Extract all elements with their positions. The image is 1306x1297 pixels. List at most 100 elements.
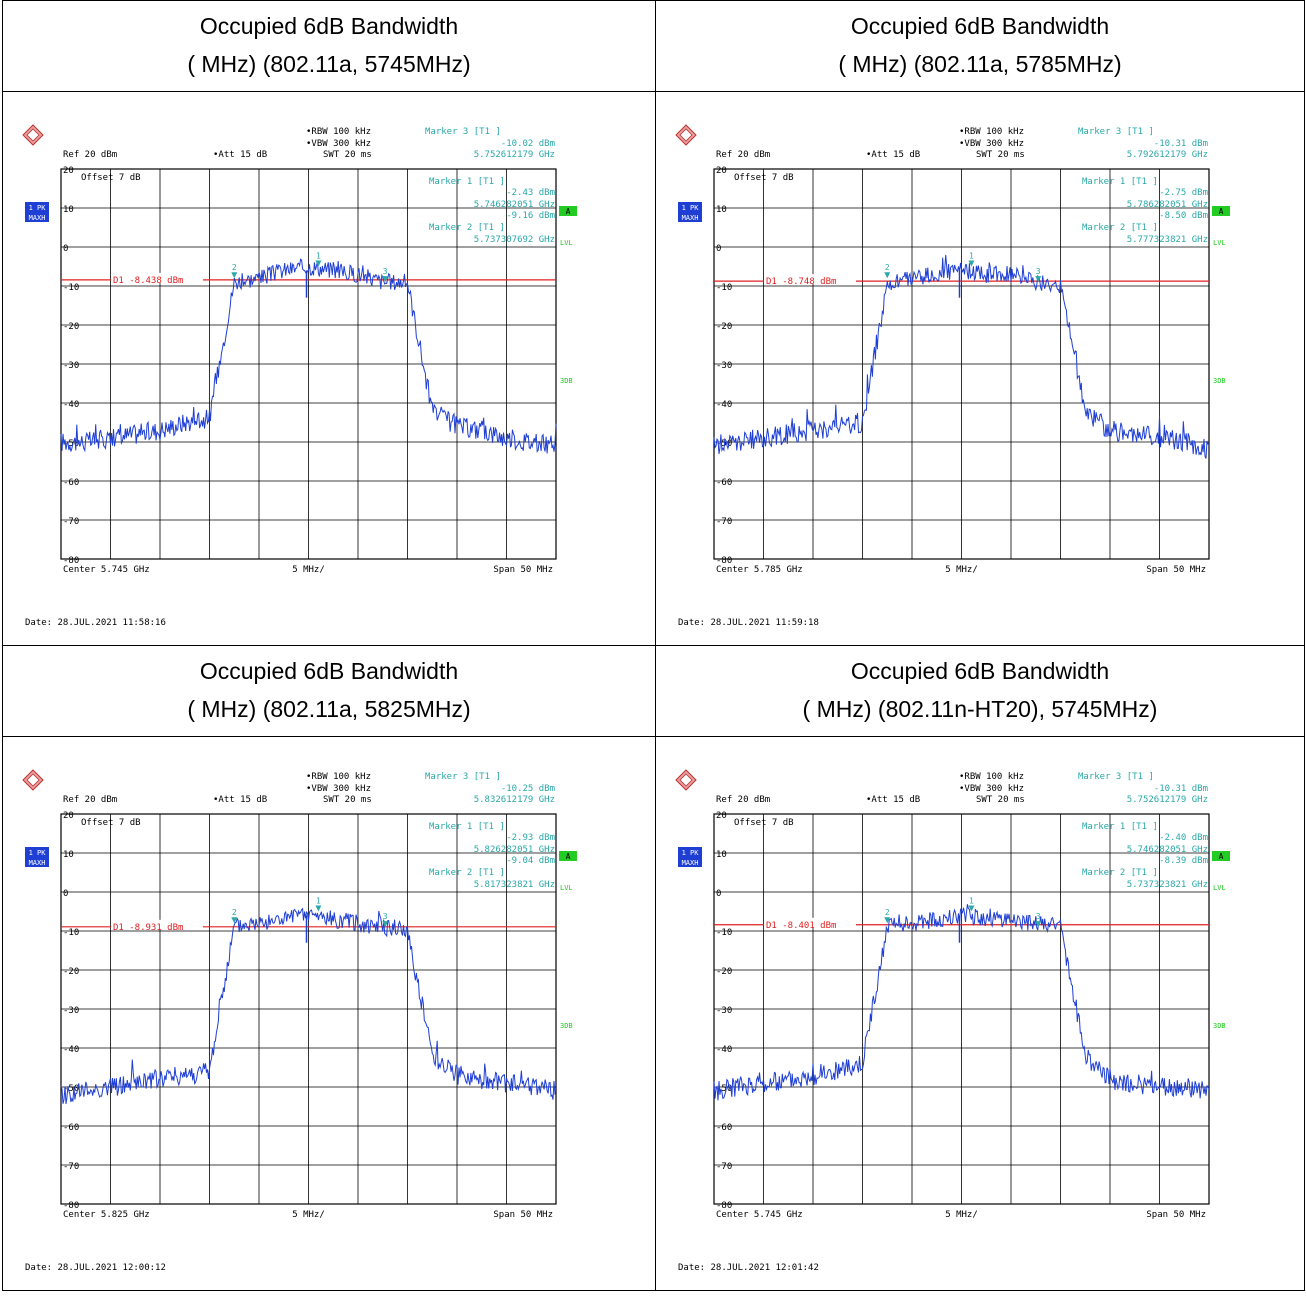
vbw-label: •VBW 300 kHz	[959, 784, 1024, 794]
marker1-label: Marker 1 [T1 ]	[1082, 822, 1158, 832]
attenuation-label: •Att 15 dB	[213, 150, 267, 160]
y-tick-label: -30	[63, 1006, 79, 1016]
rbw-label: •RBW 100 kHz	[959, 772, 1024, 782]
marker1-value: -2.43 dBm	[506, 188, 555, 198]
sweep-time-label: SWT 20 ms	[976, 150, 1025, 160]
trace-a-indicator	[559, 851, 577, 861]
marker3-value: -10.31 dBm	[1154, 139, 1208, 149]
title-line2: ( MHz) (802.11a, 5785MHz)	[838, 51, 1122, 77]
marker2-flag: 2	[231, 908, 238, 924]
marker3-label: Marker 3 [T1 ]	[1078, 772, 1154, 782]
offset-label: Offset 7 dB	[734, 818, 794, 828]
marker2-value: -9.04 dBm	[506, 856, 555, 866]
center-freq-label: Center 5.745 GHz	[63, 565, 150, 575]
marker1-freq: 5.826282051 GHz	[474, 845, 555, 855]
badge-trace-label: 1 PK	[29, 204, 47, 212]
rbw-label: •RBW 100 kHz	[306, 127, 371, 137]
trace-a-label: A	[1219, 852, 1224, 861]
d1-limit-label: D1 -8.931 dBm	[113, 923, 183, 933]
div-label: 5 MHz/	[945, 1210, 978, 1220]
spectrum-plot-3: Ref 20 dBm •Att 15 dB •RBW 100 kHz •VBW 300…	[22, 769, 577, 1273]
y-tick-label: -30	[716, 361, 732, 371]
y-tick-label: -20	[716, 967, 732, 977]
div-label: 5 MHz/	[292, 1210, 325, 1220]
d1-limit-label: D1 -8.401 dBm	[766, 921, 836, 931]
y-tick-label: -10	[63, 283, 79, 293]
svg-text:3: 3	[1036, 912, 1041, 921]
spectrum-plot-2: Ref 20 dBm •Att 15 dB •RBW 100 kHz •VBW 300…	[675, 124, 1230, 628]
spectrum-plot-4: Ref 20 dBm •Att 15 dB •RBW 100 kHz •VBW 300…	[675, 769, 1230, 1273]
y-tick-label: 20	[716, 811, 727, 821]
ref-level-label: Ref 20 dBm	[716, 150, 770, 160]
y-tick-label: 0	[63, 889, 68, 899]
3db-label: 3DB	[560, 377, 573, 385]
ref-level-label: Ref 20 dBm	[63, 795, 117, 805]
badge-mode-label: MAXH	[682, 214, 699, 222]
marker2-freq: 5.777323821 GHz	[1127, 235, 1208, 245]
date-label: Date: 28.JUL.2021 12:01:42	[678, 1263, 819, 1273]
marker2-label: Marker 2 [T1 ]	[1082, 223, 1158, 233]
div-label: 5 MHz/	[945, 565, 978, 575]
trace-badge: 1 PK MAXH	[678, 847, 702, 867]
trace-badge: 1 PK MAXH	[678, 202, 702, 222]
date-label: Date: 28.JUL.2021 12:00:12	[25, 1263, 166, 1273]
date-label: Date: 28.JUL.2021 11:59:18	[678, 618, 819, 628]
title-line1: Occupied 6dB Bandwidth	[199, 13, 459, 39]
ref-level-label: Ref 20 dBm	[716, 795, 770, 805]
svg-text:3: 3	[383, 267, 388, 276]
trace-a-label: A	[1219, 207, 1224, 216]
attenuation-label: •Att 15 dB	[213, 795, 267, 805]
attenuation-label: •Att 15 dB	[866, 150, 920, 160]
svg-text:1: 1	[969, 252, 974, 261]
y-tick-label: -20	[63, 322, 79, 332]
marker3-label: Marker 3 [T1 ]	[425, 772, 501, 782]
y-tick-label: -30	[716, 1006, 732, 1016]
y-tick-label: -10	[716, 283, 732, 293]
marker3-value: -10.31 dBm	[1154, 784, 1208, 794]
marker1-label: Marker 1 [T1 ]	[429, 177, 505, 187]
title-line1: Occupied 6dB Bandwidth	[199, 658, 459, 684]
marker3-label: Marker 3 [T1 ]	[1078, 127, 1154, 137]
marker1-flag: 1	[968, 897, 975, 912]
plot-cell-2: Ref 20 dBm •Att 15 dB •RBW 100 kHz •VBW 300…	[655, 91, 1305, 646]
vbw-label: •VBW 300 kHz	[959, 139, 1024, 149]
marker2-flag: 2	[231, 263, 238, 279]
marker3-value: -10.02 dBm	[501, 139, 555, 149]
trace-a-indicator	[1212, 851, 1230, 861]
marker2-freq: 5.737323821 GHz	[1127, 880, 1208, 890]
rs-logo-icon	[675, 124, 697, 146]
spectrum-plot-1: Ref 20 dBm •Att 15 dB •RBW 100 kHz •VBW 300…	[22, 124, 577, 628]
svg-text:2: 2	[885, 908, 890, 917]
marker2-value: -8.39 dBm	[1159, 856, 1208, 866]
plot-grid	[60, 168, 557, 560]
marker2-label: Marker 2 [T1 ]	[1082, 868, 1158, 878]
offset-label: Offset 7 dB	[81, 818, 141, 828]
marker3-freq: 5.752612179 GHz	[474, 150, 555, 160]
marker3-flag: 3	[1035, 267, 1042, 283]
y-tick-label: -40	[716, 1045, 732, 1055]
y-tick-label: -70	[63, 517, 79, 527]
rbw-label: •RBW 100 kHz	[959, 127, 1024, 137]
cell-title-3: Occupied 6dB Bandwidth ( MHz) (802.11a, 5…	[2, 645, 656, 737]
d1-limit-label: D1 -8.438 dBm	[113, 276, 183, 286]
badge-trace-label: 1 PK	[682, 849, 700, 857]
plot-grid	[60, 813, 557, 1205]
plot-grid	[713, 168, 1210, 560]
vbw-label: •VBW 300 kHz	[306, 784, 371, 794]
rbw-label: •RBW 100 kHz	[306, 772, 371, 782]
marker1-flag: 1	[315, 252, 322, 267]
marker1-label: Marker 1 [T1 ]	[1082, 177, 1158, 187]
y-tick-label: 0	[716, 244, 721, 254]
y-tick-label: 10	[716, 850, 727, 860]
cell-title-1: Occupied 6dB Bandwidth ( MHz) (802.11a, 5…	[2, 0, 656, 92]
marker1-flag: 1	[968, 252, 975, 267]
y-tick-label: -80	[63, 1201, 79, 1211]
badge-trace-label: 1 PK	[682, 204, 700, 212]
y-tick-label: -20	[716, 322, 732, 332]
y-tick-label: -60	[716, 1123, 732, 1133]
marker2-value: -8.50 dBm	[1159, 211, 1208, 221]
trace-badge: 1 PK MAXH	[25, 202, 49, 222]
y-tick-label: -20	[63, 967, 79, 977]
marker3-label: Marker 3 [T1 ]	[425, 127, 501, 137]
